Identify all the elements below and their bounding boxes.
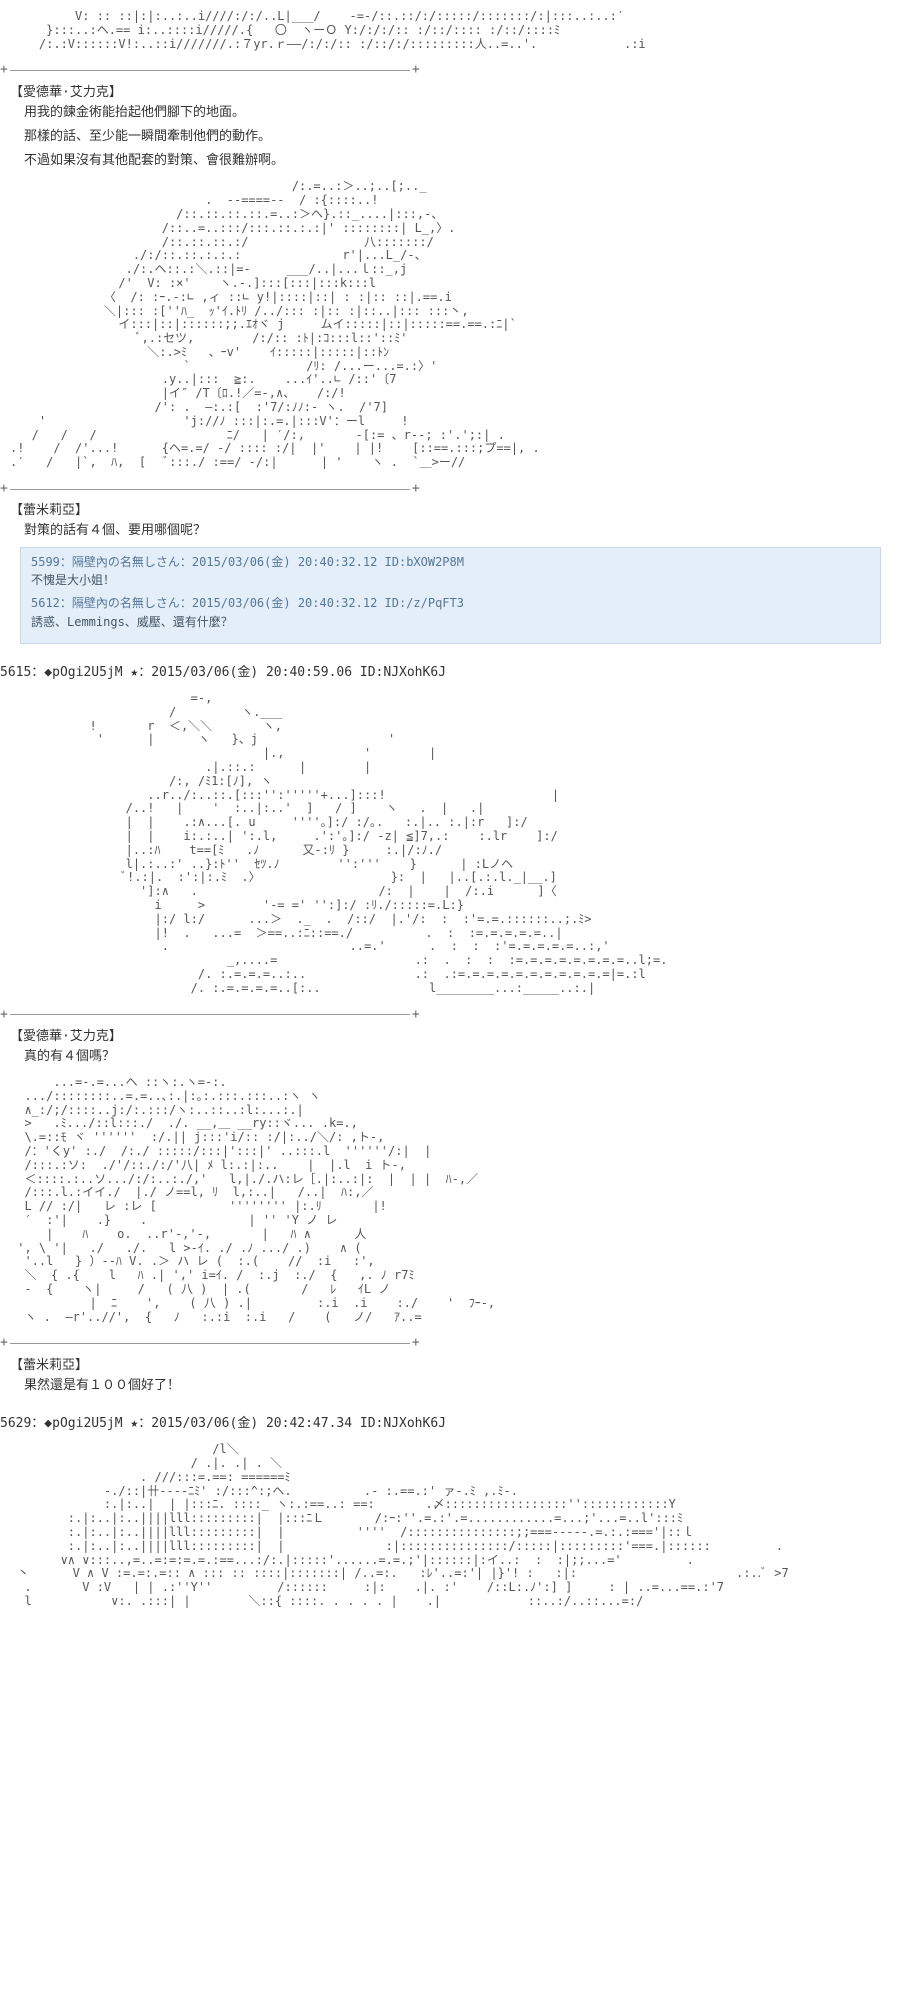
dialogue-line: 那樣的話、至少能一瞬間牽制他們的動作。: [24, 128, 901, 146]
dialogue-line: 對策的話有４個、要用哪個呢？: [24, 522, 901, 540]
dialogue-line: 果然還是有１００個好了！: [24, 1377, 901, 1395]
quote-header: 5612：隔壁內の名無しさん：2015/03/06(金) 20:40:32.12…: [31, 595, 870, 612]
speaker-label: 【蕾米莉亞】: [10, 502, 901, 520]
divider: [0, 1006, 901, 1024]
divider: [0, 480, 901, 498]
speaker-label: 【蕾米莉亞】: [10, 1357, 901, 1375]
divider: [0, 61, 901, 79]
post-header: 5615：◆pOgi2U5jM ★：2015/03/06(金) 20:40:59…: [0, 664, 901, 682]
ascii-art-3: ...=-.=...ヘ ::ヽ:.ヽ=-:. .../::::::::..=.=…: [10, 1076, 901, 1324]
ascii-art-1: /:.=..:＞..;..[;.._ . -‐====‐- / :{::::..…: [10, 180, 901, 470]
divider: [0, 1334, 901, 1352]
quote-block: 5599：隔壁內の名無しさん：2015/03/06(金) 20:40:32.12…: [20, 547, 881, 644]
speaker-label: 【愛德華·艾力克】: [10, 1028, 901, 1046]
quote-body: 不愧是大小姐！: [31, 572, 870, 589]
post-header: 5629：◆pOgi2U5jM ★：2015/03/06(金) 20:42:47…: [0, 1415, 901, 1433]
dialogue-line: 真的有４個嗎？: [24, 1048, 901, 1066]
dialogue-line: 不過如果沒有其他配套的對策、會很難辦啊。: [24, 152, 901, 170]
ascii-art-4: /l＼ / .|. .| . ＼ . ///:::=.==: ======ﾐ ‐…: [10, 1443, 901, 1609]
ascii-art-2: =-, / ヽ.___ ! r ＜,＼＼ ヽ, ' | ヽ }、j ' |., …: [10, 692, 901, 996]
quote-body: 誘惑、Lemmings、威壓、還有什麼？: [31, 614, 870, 631]
speaker-label: 【愛德華·艾力克】: [10, 84, 901, 102]
ascii-art-0: V: :: ::|:|:..:..i////:/:/..L|___/ -=-/:…: [10, 10, 901, 51]
dialogue-line: 用我的鍊金術能抬起他們腳下的地面。: [24, 104, 901, 122]
quote-header: 5599：隔壁內の名無しさん：2015/03/06(金) 20:40:32.12…: [31, 554, 870, 571]
